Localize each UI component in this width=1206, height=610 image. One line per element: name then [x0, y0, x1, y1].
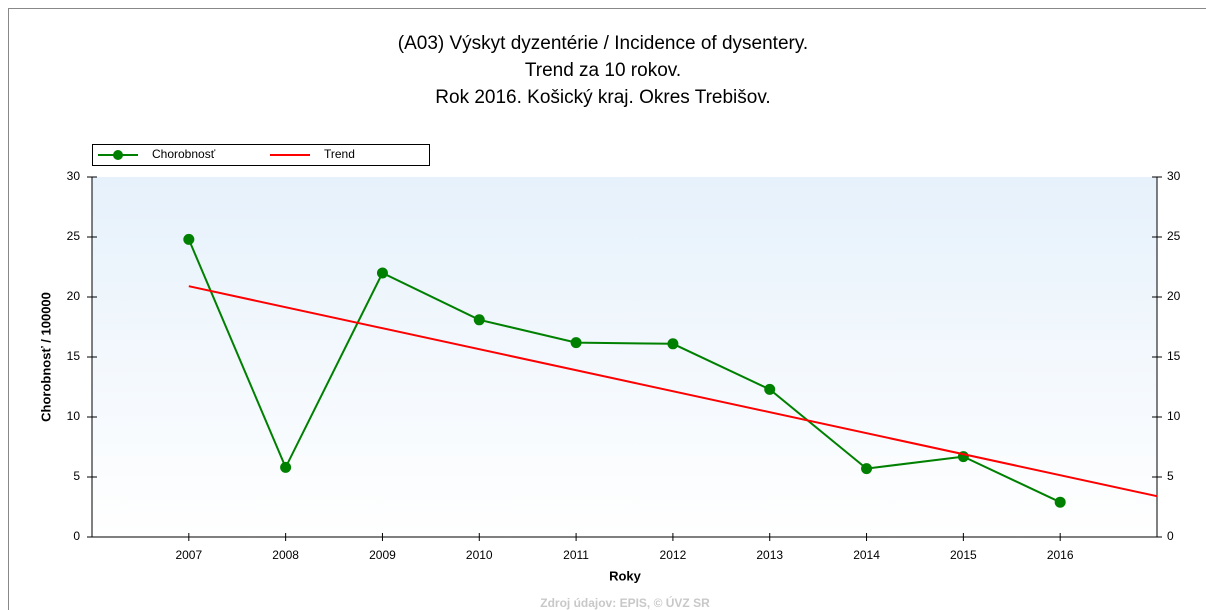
- frame: [8, 8, 1206, 610]
- y-axis-label: Chorobnosť / 100000: [38, 292, 53, 422]
- y2-tick-label: 0: [1167, 529, 1174, 543]
- y2-tick-label: 15: [1167, 349, 1181, 363]
- legend: [92, 144, 430, 166]
- plot-area: [92, 177, 1157, 537]
- legend-label: Trend: [324, 147, 355, 161]
- y2-tick-label: 30: [1167, 169, 1181, 183]
- x-tick-label: 2008: [272, 548, 299, 562]
- y-tick-label: 30: [67, 169, 81, 183]
- chart-title: Rok 2016. Košický kraj. Okres Trebišov.: [435, 87, 770, 108]
- chart-title: Trend za 10 rokov.: [525, 60, 681, 81]
- y-tick-label: 25: [67, 229, 81, 243]
- y2-tick-label: 20: [1167, 289, 1181, 303]
- point: [280, 461, 292, 473]
- y-tick-label: 15: [67, 349, 81, 363]
- x-tick-label: 2014: [853, 548, 880, 562]
- series-line: [187, 239, 1061, 504]
- x-tick-label: 2015: [950, 548, 977, 562]
- point: [570, 337, 582, 349]
- point: [376, 267, 388, 279]
- point: [667, 338, 679, 350]
- x-tick-label: 2016: [1047, 548, 1074, 562]
- y2-tick-label: 25: [1167, 229, 1181, 243]
- point: [183, 233, 195, 245]
- x-tick-label: 2013: [756, 548, 783, 562]
- y2-tick-label: 10: [1167, 409, 1181, 423]
- x-tick-label: 2009: [369, 548, 396, 562]
- x-tick-label: 2011: [563, 548, 589, 562]
- chart-title: (A03) Výskyt dyzentérie / Incidence of d…: [398, 33, 808, 54]
- y2-tick-label: 5: [1167, 469, 1174, 483]
- point: [861, 463, 873, 475]
- x-tick-label: 2010: [466, 548, 493, 562]
- x-tick-label: 2012: [660, 548, 687, 562]
- y-tick-label: 20: [67, 289, 81, 303]
- point: [473, 314, 485, 326]
- legend-swatch: [113, 150, 123, 160]
- legend-label: Chorobnosť: [152, 147, 216, 161]
- x-axis-label: Roky: [609, 568, 642, 583]
- point: [764, 383, 776, 395]
- y-tick-label: 0: [73, 529, 80, 543]
- y-tick-label: 10: [67, 409, 81, 423]
- source: Zdroj údajov: EPIS, © ÚVZ SR: [540, 595, 710, 610]
- point: [1054, 496, 1066, 508]
- x-tick-label: 2007: [175, 548, 202, 562]
- y-tick-label: 5: [73, 469, 80, 483]
- series-line: [188, 285, 1158, 498]
